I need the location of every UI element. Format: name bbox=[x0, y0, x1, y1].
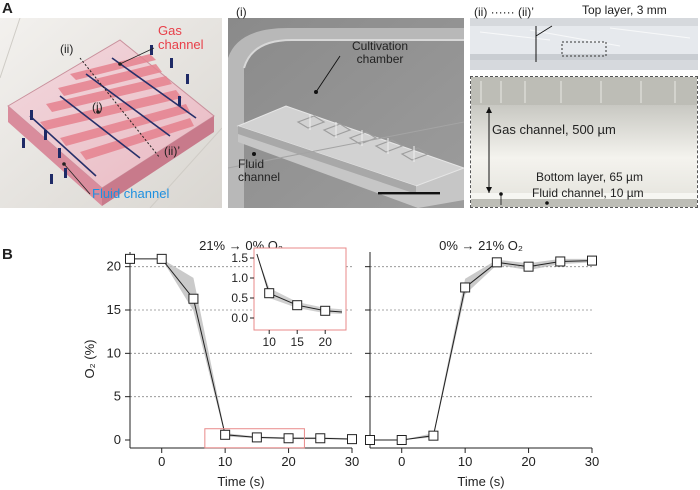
cross-section-top-image bbox=[470, 18, 698, 70]
y-axis-label: O₂ (%) bbox=[82, 340, 97, 379]
cross-section-zoom-image bbox=[470, 76, 698, 208]
y-tick-label: 5 bbox=[114, 389, 121, 404]
inset-y-tick-label: 1.5 bbox=[231, 251, 248, 265]
inset-y-tick-label: 0.0 bbox=[231, 311, 248, 325]
marker-i: (i) bbox=[92, 100, 103, 114]
cultivation-chamber-label: Cultivation chamber bbox=[352, 39, 409, 66]
x-tick-label: 30 bbox=[585, 454, 599, 469]
data-point bbox=[460, 282, 471, 293]
x-axis-label: Time (s) bbox=[457, 474, 504, 489]
x-tick-label: 0 bbox=[158, 454, 165, 469]
data-point bbox=[491, 257, 502, 268]
chart-title: 0% → 21% O₂ bbox=[439, 240, 523, 253]
fluid-channel-10-label: Fluid channel, 10 µm bbox=[532, 186, 644, 200]
data-point bbox=[283, 433, 294, 444]
sem-image bbox=[228, 18, 464, 208]
x-tick-label: 20 bbox=[521, 454, 535, 469]
y-tick-label: 0 bbox=[114, 432, 121, 447]
inset-band bbox=[256, 254, 342, 314]
inset-y-tick-label: 0.5 bbox=[231, 291, 248, 305]
inset-x-tick-label: 15 bbox=[291, 335, 305, 349]
cross-section-title: (ii) ······ (ii)’ bbox=[474, 5, 534, 19]
data-point bbox=[251, 432, 262, 443]
data-point bbox=[188, 293, 199, 304]
x-tick-label: 20 bbox=[281, 454, 295, 469]
data-point bbox=[365, 435, 375, 445]
gas-channel-label: Gas channel bbox=[158, 23, 204, 52]
x-tick-label: 30 bbox=[345, 454, 359, 469]
gas-channel-500-label: Gas channel, 500 µm bbox=[492, 122, 616, 137]
inset-data-point bbox=[264, 288, 275, 299]
device-photo bbox=[0, 18, 222, 208]
marker-ii: (ii) bbox=[60, 42, 74, 56]
confidence-band bbox=[370, 258, 592, 440]
series-line bbox=[370, 260, 593, 441]
data-point bbox=[523, 261, 534, 272]
x-tick-label: 10 bbox=[218, 454, 232, 469]
sem-title: (i) bbox=[236, 5, 247, 19]
data-point bbox=[220, 429, 231, 440]
marker-ii-prime: (ii)’ bbox=[164, 144, 180, 158]
y-tick-label: 15 bbox=[107, 302, 121, 317]
data-point bbox=[315, 433, 326, 444]
panel-a-letter: A bbox=[2, 0, 13, 17]
fluid-channel-label: Fluid channel bbox=[92, 186, 170, 201]
x-tick-label: 0 bbox=[398, 454, 405, 469]
inset-data-point bbox=[292, 300, 303, 311]
y-tick-label: 10 bbox=[107, 345, 121, 360]
panel-b-letter: B bbox=[2, 246, 13, 263]
inset-highlight-box bbox=[204, 428, 305, 449]
data-point bbox=[156, 253, 167, 264]
y-tick-label: 20 bbox=[107, 259, 121, 274]
top-layer-label: Top layer, 3 mm bbox=[582, 3, 667, 17]
inset-data-point bbox=[320, 305, 331, 316]
inset-x-tick-label: 20 bbox=[319, 335, 333, 349]
bottom-layer-label: Bottom layer, 65 µm bbox=[536, 170, 643, 184]
x-axis-label: Time (s) bbox=[217, 474, 264, 489]
inset-x-tick-label: 10 bbox=[263, 335, 277, 349]
data-point bbox=[555, 256, 566, 267]
inset-y-tick-label: 1.0 bbox=[231, 271, 248, 285]
data-point bbox=[347, 434, 357, 445]
data-point bbox=[587, 255, 597, 266]
x-tick-label: 10 bbox=[458, 454, 472, 469]
series-line bbox=[130, 258, 353, 440]
data-point bbox=[125, 253, 135, 264]
sem-fluid-channel-label: Fluid channel bbox=[238, 157, 281, 184]
data-point bbox=[396, 435, 407, 445]
data-point bbox=[428, 430, 439, 441]
